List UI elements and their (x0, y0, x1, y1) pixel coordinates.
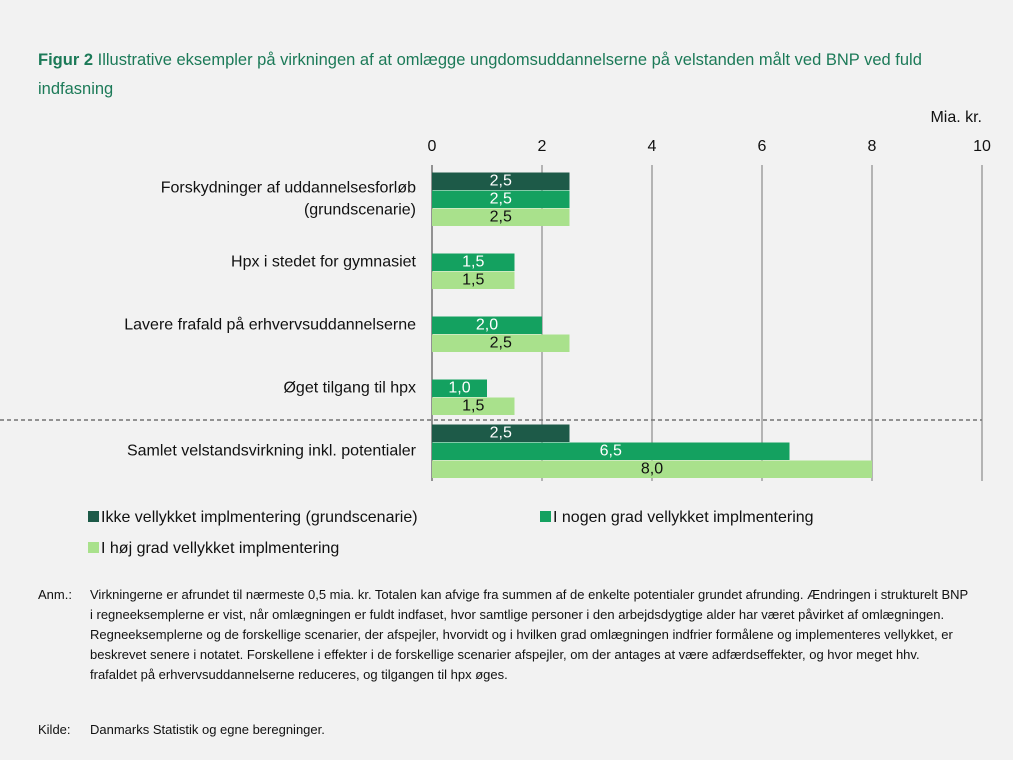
value-label: 2,5 (490, 173, 512, 190)
x-axis-label: Mia. kr. (930, 109, 982, 126)
bar (432, 334, 570, 352)
value-label: 1,5 (462, 398, 484, 415)
source: Kilde: Danmarks Statistik og egne beregni… (38, 720, 968, 740)
value-label: 2,5 (490, 425, 512, 442)
x-tick-label: 6 (758, 138, 767, 155)
legend-label: Ikke vellykket implmentering (grundscena… (101, 509, 418, 526)
bar (432, 397, 515, 415)
y-tick-label: Hpx i stedet for gymnasiet (231, 254, 417, 271)
value-label: 2,5 (490, 335, 512, 352)
notes: Anm.: Virkningerne er afrundet til nærmes… (38, 585, 968, 685)
value-label: 2,0 (476, 317, 498, 334)
legend-swatch (88, 511, 99, 522)
source-text: Danmarks Statistik og egne beregninger. (90, 722, 325, 737)
legend-label: I høj grad vellykket implmentering (101, 540, 339, 557)
legend-label: I nogen grad vellykket implmentering (553, 509, 814, 526)
x-tick-label: 4 (648, 138, 657, 155)
bar (432, 379, 487, 397)
bar (432, 424, 570, 442)
bar (432, 190, 570, 208)
x-tick-label: 10 (973, 138, 991, 155)
y-tick-label: Samlet velstandsvirkning inkl. potential… (127, 443, 417, 460)
notes-text: Virkningerne er afrundet til nærmeste 0,… (90, 587, 968, 682)
legend-swatch (88, 542, 99, 553)
bar (432, 460, 872, 478)
value-label: 2,5 (490, 191, 512, 208)
x-tick-label: 0 (428, 138, 437, 155)
chart-title: Illustrative eksempler på virkningen af … (38, 51, 922, 98)
x-tick-label: 2 (538, 138, 547, 155)
y-tick-label: Lavere frafald på erhvervsuddannelserne (124, 316, 416, 334)
value-label: 8,0 (641, 461, 663, 478)
bar (432, 253, 515, 271)
value-label: 2,5 (490, 209, 512, 226)
value-label: 6,5 (600, 443, 622, 460)
bar (432, 442, 790, 460)
x-tick-label: 8 (868, 138, 877, 155)
bar (432, 208, 570, 226)
y-tick-label: Øget tilgang til hpx (283, 380, 416, 397)
bar (432, 316, 542, 334)
figure-label: Figur 2 (38, 51, 94, 69)
value-label: 1,5 (462, 254, 484, 271)
y-tick-label: Forskydninger af uddannelsesforløb (grund… (161, 180, 416, 219)
legend-swatch (540, 511, 551, 522)
notes-label: Anm.: (38, 587, 72, 602)
bar (432, 172, 570, 190)
value-label: 1,5 (462, 272, 484, 289)
value-label: 1,0 (448, 380, 470, 397)
bar (432, 271, 515, 289)
source-label: Kilde: (38, 722, 71, 737)
chart-title-block: Figur 2 Illustrative eksempler på virkni… (38, 46, 998, 104)
